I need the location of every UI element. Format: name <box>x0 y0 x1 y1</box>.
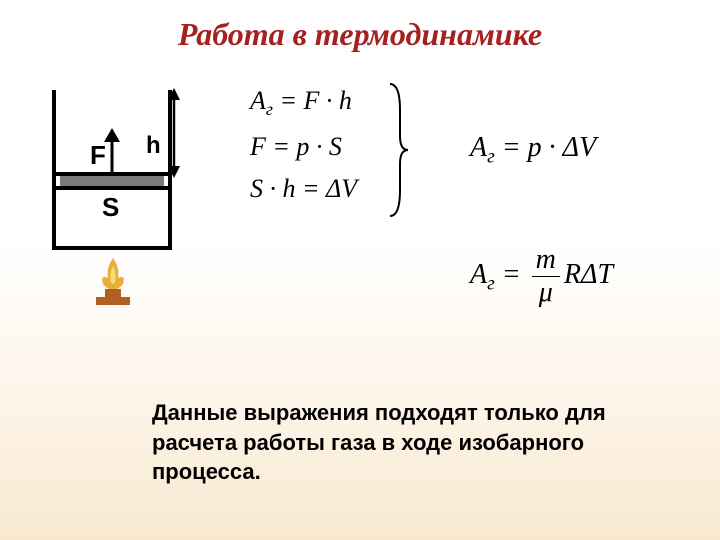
fraction-m-mu: m μ <box>532 244 560 309</box>
r2-tail: RΔT <box>564 259 613 290</box>
result-work-pv: Aг = p · ΔV <box>470 132 596 169</box>
cylinder-body: F h S <box>52 90 172 250</box>
r1-lhs: A <box>470 132 487 163</box>
height-dimension-icon <box>164 88 184 178</box>
frac-den: μ <box>532 277 560 309</box>
piston-bottom-edge <box>56 186 168 190</box>
r1-sub: г <box>487 147 495 168</box>
heater-icon <box>88 256 138 311</box>
eq-work-force: Aг = F · h <box>250 86 357 120</box>
r2-sub: г <box>487 274 495 295</box>
derivation-equations: Aг = F · h F = p · S S · h = ΔV <box>250 86 357 216</box>
eq1-lhs: A <box>250 86 266 115</box>
page-title: Работа в термодинамике <box>0 16 720 53</box>
force-label: F <box>90 140 106 171</box>
area-label: S <box>102 192 119 223</box>
brace-icon <box>386 80 410 220</box>
eq1-rhs: = F · h <box>273 86 352 115</box>
result-work-rt: Aг = m μ RΔT <box>470 244 613 309</box>
frac-num: m <box>532 244 560 277</box>
note-text: Данные выражения подходят только для рас… <box>152 398 682 487</box>
eq1-sub: г <box>266 99 273 119</box>
piston <box>60 176 164 186</box>
eq-force-pressure: F = p · S <box>250 132 357 162</box>
equals-sign: = <box>502 259 528 290</box>
piston-cylinder-diagram: F h S <box>52 90 172 250</box>
r2-lhs: A <box>470 259 487 290</box>
height-label: h <box>146 132 161 160</box>
r1-rhs: = p · ΔV <box>495 132 596 163</box>
eq-volume: S · h = ΔV <box>250 174 357 204</box>
